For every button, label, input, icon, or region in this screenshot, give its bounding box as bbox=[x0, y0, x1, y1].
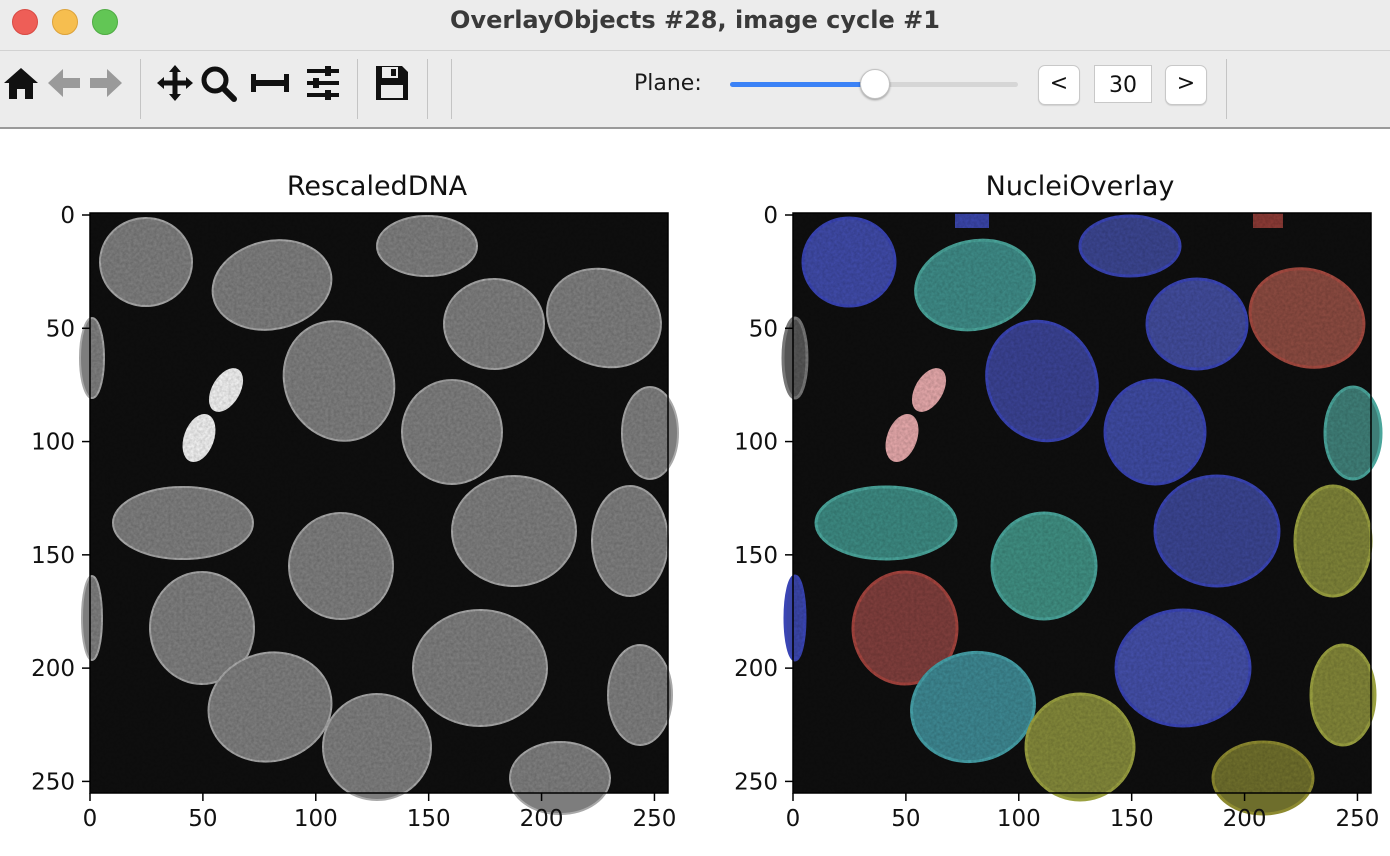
plane-slider[interactable] bbox=[730, 69, 1018, 99]
rescaled-dna-ticks: 0 50 100 150 200 250 0 50 100 150 200 250 bbox=[31, 203, 676, 832]
rescaled-dna-x-tick-label: 50 bbox=[188, 806, 217, 832]
toolbar-separator bbox=[1226, 59, 1227, 119]
toolbar-separator bbox=[140, 59, 141, 119]
minimize-button[interactable] bbox=[52, 9, 78, 35]
rescaled-dna-y-tick-label: 200 bbox=[31, 656, 75, 682]
title-bar: OverlayObjects #28, image cycle #1 bbox=[0, 0, 1390, 51]
rescaled-dna-y-tick-label: 100 bbox=[31, 430, 75, 456]
rescaled-dna-x-tick-label: 250 bbox=[633, 806, 677, 832]
nuclei-overlay-x-tick-label: 250 bbox=[1336, 806, 1380, 832]
zoom-icon[interactable] bbox=[198, 63, 238, 103]
nuclei-overlay-title: NucleiOverlay bbox=[986, 171, 1175, 202]
plane-number-field[interactable]: 30 bbox=[1094, 65, 1152, 103]
close-button[interactable] bbox=[12, 9, 38, 35]
toolbar: Plane: < 30 > bbox=[0, 51, 1390, 129]
rescaled-dna-x-tick-label: 200 bbox=[520, 806, 564, 832]
figure-canvas[interactable]: RescaledDNA 0 50 100 150 200 250 0 50 100 150 200 2… bbox=[0, 128, 1390, 856]
nuclei-overlay-frame bbox=[792, 212, 1372, 794]
back-arrow-icon[interactable] bbox=[44, 63, 84, 103]
nuclei-overlay-y-tick-label: 50 bbox=[749, 316, 778, 342]
nuclei-overlay-ticks: 0 50 100 150 200 250 0 50 100 150 200 250 bbox=[734, 203, 1379, 832]
pan-icon[interactable] bbox=[155, 63, 195, 103]
slider-thumb[interactable] bbox=[860, 69, 890, 99]
slider-fill bbox=[730, 82, 874, 87]
rescaled-dna-y-tick-label: 0 bbox=[60, 203, 75, 229]
nuclei-overlay-axes[interactable]: NucleiOverlay bbox=[734, 171, 1383, 832]
nuclei-overlay-y-tick-label: 100 bbox=[734, 430, 778, 456]
home-icon[interactable] bbox=[2, 63, 42, 103]
window-title: OverlayObjects #28, image cycle #1 bbox=[450, 6, 940, 34]
nuclei-overlay-x-tick-label: 0 bbox=[786, 806, 801, 832]
toolbar-separator bbox=[451, 59, 452, 119]
overlay-texture bbox=[793, 213, 1371, 793]
nuclei-overlay-y-tick-label: 150 bbox=[734, 543, 778, 569]
rescaled-dna-x-tick-label: 0 bbox=[83, 806, 98, 832]
previous-plane-button[interactable]: < bbox=[1038, 65, 1080, 105]
rescaled-dna-y-tick-label: 50 bbox=[46, 316, 75, 342]
nuclei-overlay-y-tick-label: 0 bbox=[763, 203, 778, 229]
nuclei-overlay-y-tick-label: 250 bbox=[734, 769, 778, 795]
rescaled-dna-y-tick-label: 250 bbox=[31, 769, 75, 795]
rescaled-dna-x-tick-label: 150 bbox=[407, 806, 451, 832]
configure-icon[interactable] bbox=[303, 63, 343, 103]
nuclei-overlay-x-tick-label: 50 bbox=[891, 806, 920, 832]
nuclei-overlay-x-tick-label: 200 bbox=[1223, 806, 1267, 832]
save-icon[interactable] bbox=[371, 63, 411, 103]
rescaled-dna-x-tick-label: 100 bbox=[294, 806, 338, 832]
plane-label: Plane: bbox=[634, 71, 702, 96]
nuclei-overlay-y-tick-label: 200 bbox=[734, 656, 778, 682]
nuclei-overlay-x-tick-label: 100 bbox=[997, 806, 1041, 832]
nuclei-overlay-x-tick-label: 150 bbox=[1110, 806, 1154, 832]
rescaled-dna-y-tick-label: 150 bbox=[31, 543, 75, 569]
next-plane-button[interactable]: > bbox=[1165, 65, 1207, 105]
toolbar-separator bbox=[427, 59, 428, 119]
maximize-button[interactable] bbox=[92, 9, 118, 35]
toolbar-separator bbox=[357, 59, 358, 119]
image-texture bbox=[90, 213, 668, 793]
subplots-icon[interactable] bbox=[250, 63, 290, 103]
rescaled-dna-axes[interactable]: RescaledDNA 0 50 100 150 200 250 0 50 100 150 200 2… bbox=[31, 171, 679, 832]
rescaled-dna-frame bbox=[89, 212, 669, 794]
rescaled-dna-title: RescaledDNA bbox=[287, 171, 468, 202]
forward-arrow-icon[interactable] bbox=[86, 63, 126, 103]
